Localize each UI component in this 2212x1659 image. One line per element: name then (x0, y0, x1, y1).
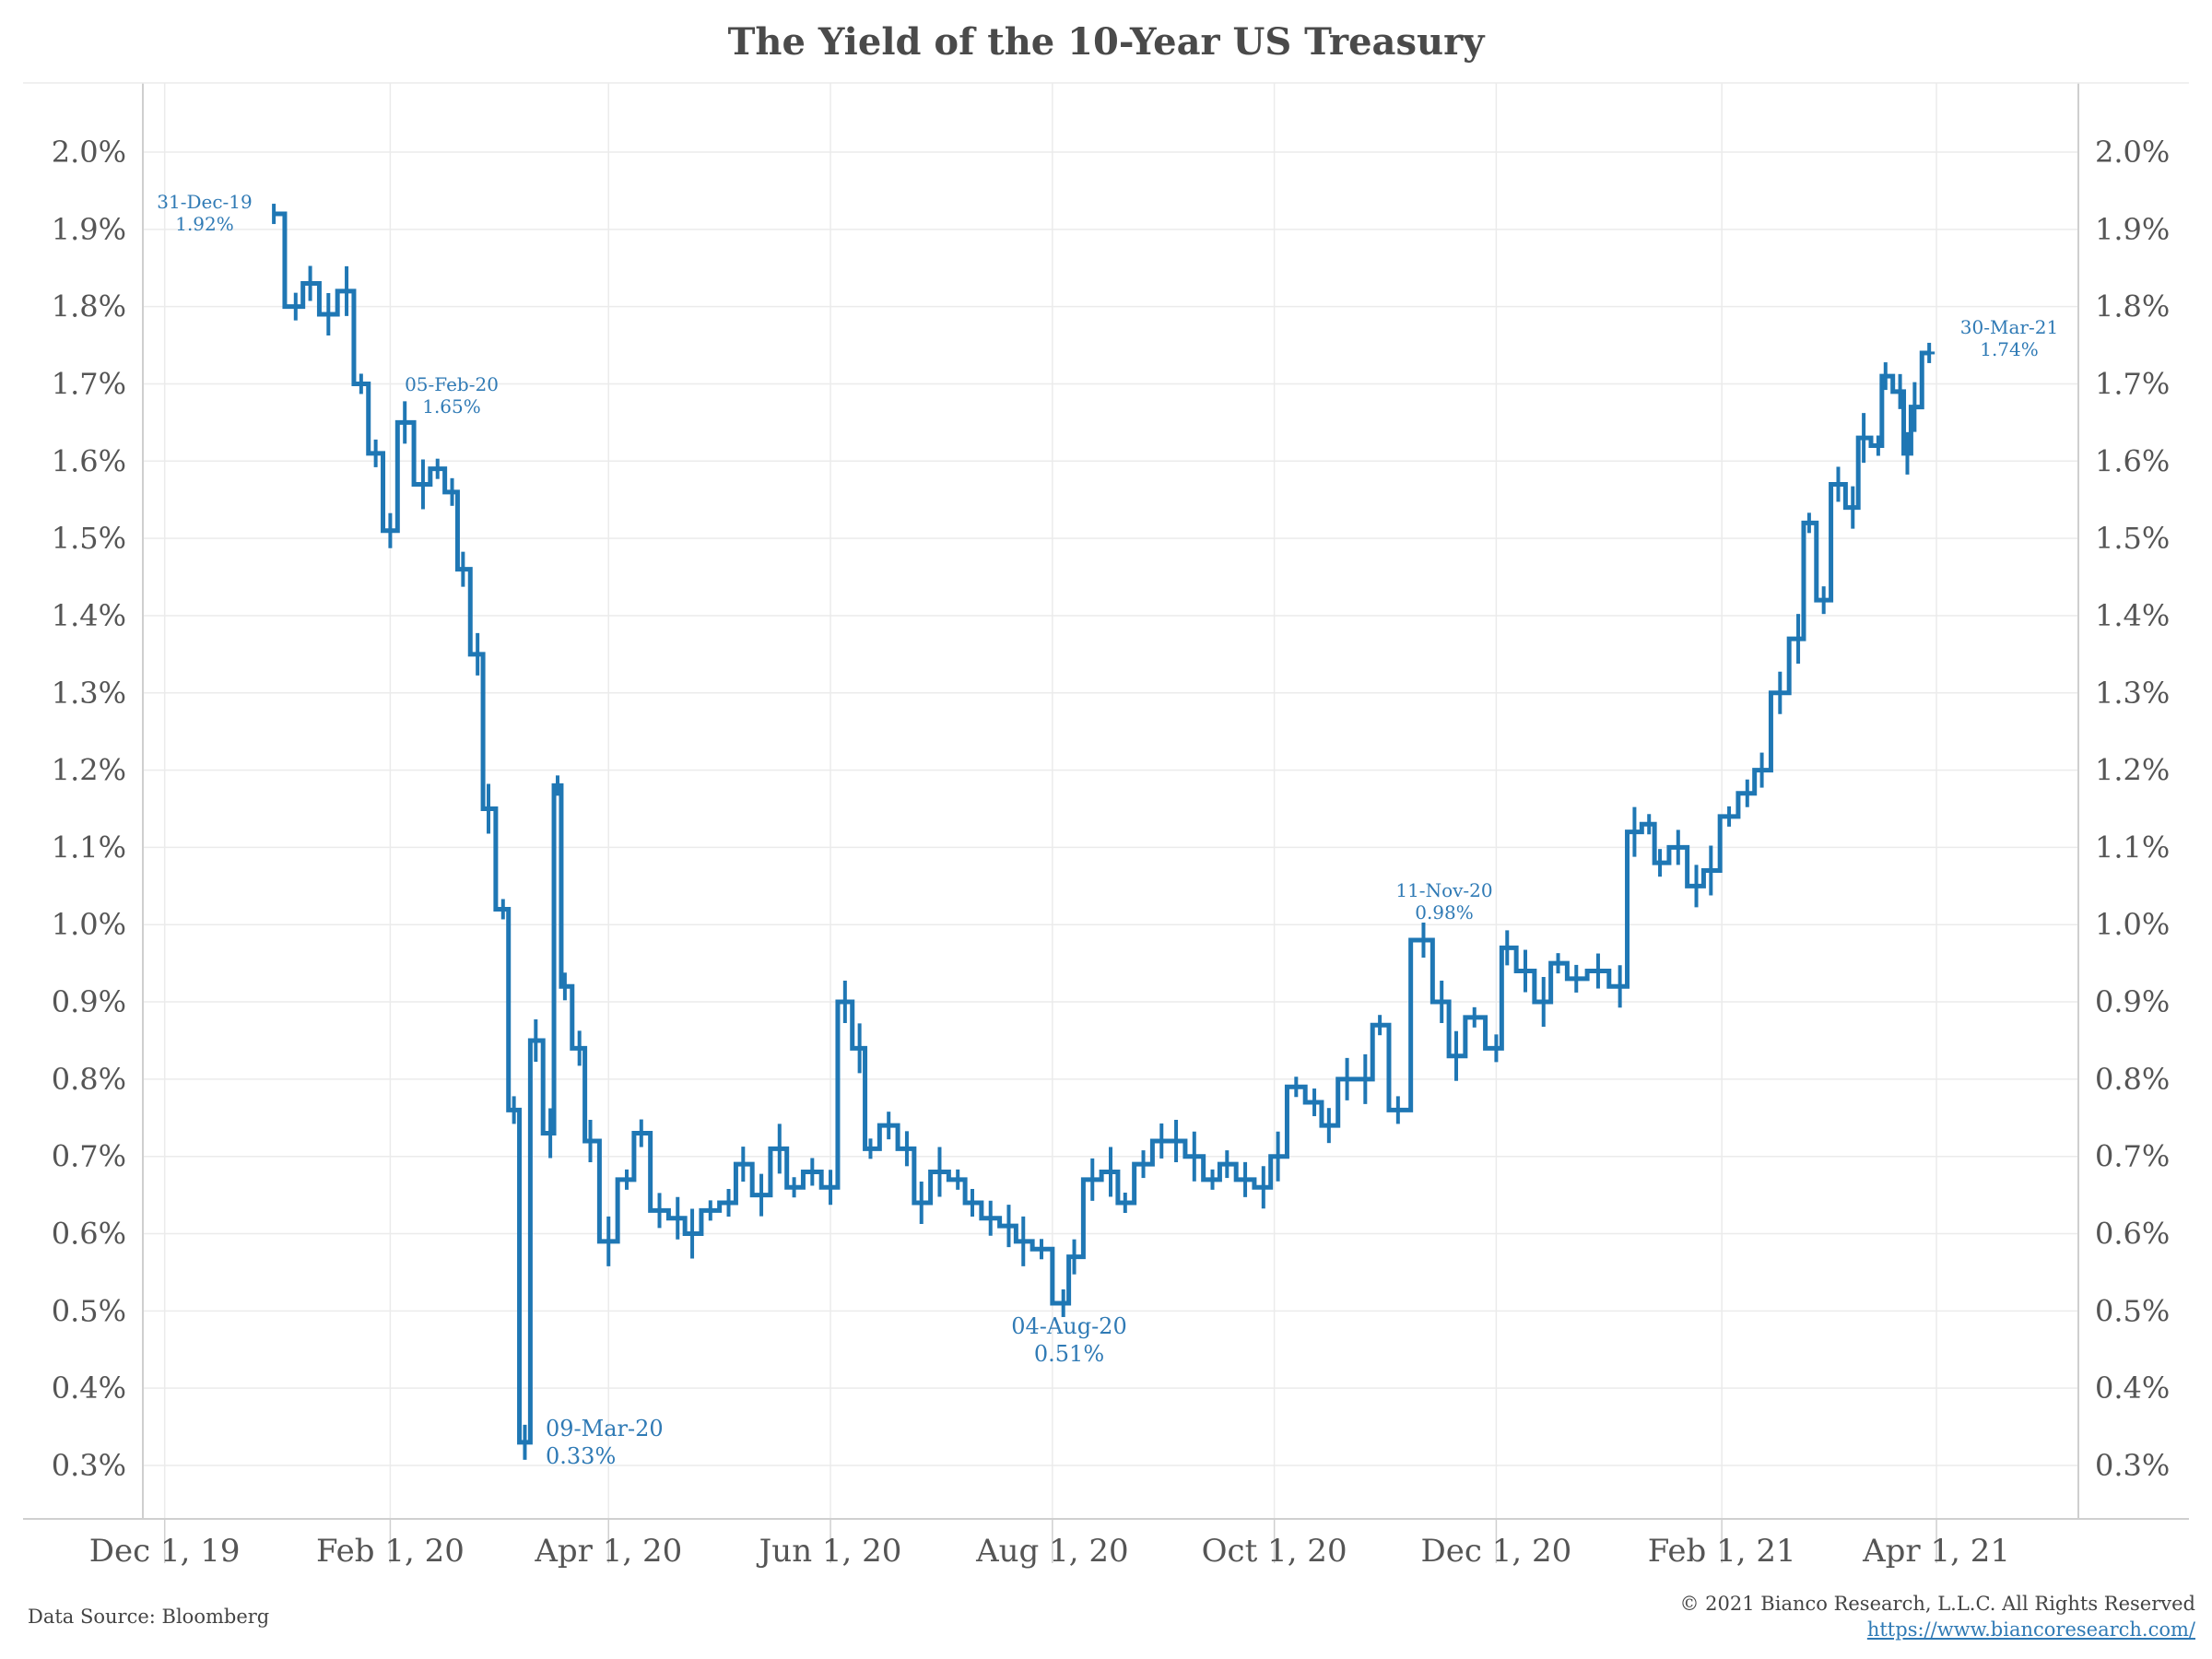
grid-lines (143, 83, 2078, 1519)
y-tick-label-left: 1.9% (52, 212, 126, 247)
y-tick-label-right: 0.9% (2095, 984, 2170, 1019)
y-tick-label-left: 0.4% (52, 1371, 126, 1406)
y-tick-label-left: 1.1% (52, 830, 126, 865)
data-source-note: Data Source: Bloomberg (28, 1606, 270, 1628)
y-tick-label-left: 0.8% (52, 1062, 126, 1097)
x-tick-label: Apr 1, 21 (1862, 1533, 2010, 1570)
y-tick-label-right: 1.7% (2095, 366, 2170, 401)
y-tick-label-left: 0.9% (52, 984, 126, 1019)
y-tick-label-right: 0.7% (2095, 1139, 2170, 1174)
y-tick-label-left: 1.7% (52, 366, 126, 401)
y-axis-left: 0.3% 0.4% 0.5% 0.6% 0.7% 0.8% 0.9% 1.0% 1.1% 1.2%… (52, 135, 126, 1483)
annotation-date: 04-Aug-20 (1011, 1313, 1126, 1339)
x-tick-label: Apr 1, 20 (534, 1533, 682, 1570)
y-tick-label-right: 1.4% (2095, 598, 2170, 633)
x-tick-label: Aug 1, 20 (975, 1533, 1129, 1570)
y-tick-label-left: 1.4% (52, 598, 126, 633)
y-tick-label-right: 2.0% (2095, 135, 2170, 170)
annotation-date: 11-Nov-20 (1395, 879, 1492, 901)
website-link[interactable]: https://www.biancoresearch.com/ (1866, 1618, 2195, 1641)
y-tick-label-right: 0.3% (2095, 1448, 2170, 1483)
y-tick-label-left: 1.6% (52, 443, 126, 478)
x-tick-label: Dec 1, 20 (1421, 1533, 1572, 1570)
y-tick-label-left: 1.3% (52, 676, 126, 711)
y-axis-right: 0.3% 0.4% 0.5% 0.6% 0.7% 0.8% 0.9% 1.0% 1.1% 1.2%… (2095, 135, 2170, 1483)
y-tick-label-right: 0.6% (2095, 1217, 2170, 1252)
y-tick-label-right: 0.8% (2095, 1062, 2170, 1097)
y-tick-label-left: 0.6% (52, 1217, 126, 1252)
annotation-value: 0.98% (1415, 901, 1474, 924)
y-tick-label-left: 1.0% (52, 907, 126, 942)
annotation-value: 0.51% (1034, 1341, 1104, 1367)
y-tick-label-left: 0.3% (52, 1448, 126, 1483)
y-tick-label-left: 2.0% (52, 135, 126, 170)
y-tick-label-right: 1.6% (2095, 443, 2170, 478)
x-tick-label: Jun 1, 20 (757, 1533, 902, 1570)
series-yield (272, 204, 1936, 1460)
series-line (274, 211, 1930, 1445)
chart-title: The Yield of the 10-Year US Treasury (727, 20, 1485, 64)
y-tick-label-right: 1.9% (2095, 212, 2170, 247)
annotations: 31-Dec-191.92% 05-Feb-201.65% 09-Mar-200.3… (157, 191, 2058, 1469)
x-tick-label: Dec 1, 19 (89, 1533, 241, 1570)
annotation-date: 30-Mar-21 (1960, 316, 2058, 338)
annotation-value: 1.74% (1980, 338, 2039, 360)
y-tick-label-right: 0.5% (2095, 1293, 2170, 1328)
axes (23, 82, 2189, 1563)
y-tick-label-left: 0.7% (52, 1139, 126, 1174)
y-tick-label-left: 1.5% (52, 521, 126, 556)
annotation-value: 1.92% (175, 213, 234, 235)
x-axis: Dec 1, 19 Feb 1, 20 Apr 1, 20 Jun 1, 20 Aug … (89, 1533, 2010, 1570)
y-tick-label-right: 1.1% (2095, 830, 2170, 865)
y-tick-label-left: 1.2% (52, 753, 126, 788)
annotation-value: 0.33% (546, 1443, 616, 1469)
x-tick-label: Feb 1, 21 (1648, 1533, 1796, 1570)
annotation-value: 1.65% (422, 395, 481, 418)
y-tick-label-right: 1.3% (2095, 676, 2170, 711)
annotation-date: 05-Feb-20 (405, 373, 499, 395)
annotation-date: 31-Dec-19 (157, 191, 253, 213)
y-tick-label-right: 0.4% (2095, 1371, 2170, 1406)
y-tick-label-right: 1.2% (2095, 753, 2170, 788)
copyright-note: © 2021 Bianco Research, L.L.C. All Right… (1679, 1593, 2196, 1615)
x-tick-label: Feb 1, 20 (316, 1533, 465, 1570)
y-tick-label-right: 1.8% (2095, 289, 2170, 324)
y-tick-label-right: 1.5% (2095, 521, 2170, 556)
y-tick-label-right: 1.0% (2095, 907, 2170, 942)
annotation-date: 09-Mar-20 (546, 1416, 664, 1441)
y-tick-label-left: 0.5% (52, 1293, 126, 1328)
y-tick-label-left: 1.8% (52, 289, 126, 324)
x-tick-label: Oct 1, 20 (1202, 1533, 1347, 1570)
